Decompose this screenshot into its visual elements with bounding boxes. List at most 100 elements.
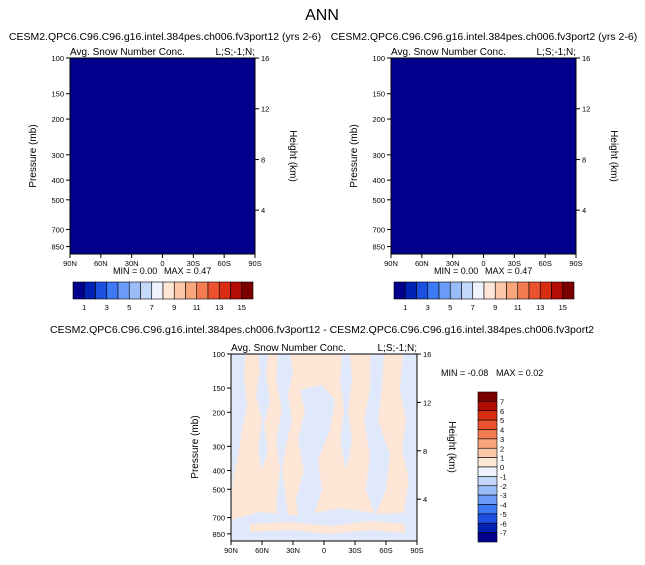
panel-2-subtitle-right: L;S;-1;N; bbox=[537, 47, 576, 58]
colorbar-label: 3 bbox=[500, 435, 504, 444]
panel-3-max: MAX = 0.02 bbox=[496, 368, 543, 378]
x-tick-label: 0 bbox=[160, 259, 164, 268]
y-right-tick-label: 8 bbox=[582, 155, 586, 164]
panel-2-ylabel: Pressure (mb) bbox=[349, 124, 360, 187]
y-tick-label: 400 bbox=[212, 467, 225, 476]
colorbar-swatch bbox=[95, 281, 108, 300]
colorbar-label: 7 bbox=[500, 397, 504, 406]
x-tick-label: 60N bbox=[94, 259, 108, 268]
colorbar-swatch bbox=[477, 457, 498, 468]
colorbar-swatch bbox=[140, 281, 153, 300]
colorbar-swatch bbox=[494, 281, 507, 300]
y-tick-label: 700 bbox=[212, 514, 225, 523]
colorbar-swatch bbox=[185, 281, 198, 300]
colorbar-label: 4 bbox=[500, 426, 504, 435]
colorbar-label: -4 bbox=[500, 501, 507, 510]
y-right-tick-label: 4 bbox=[423, 495, 427, 504]
colorbar-swatch bbox=[477, 410, 498, 421]
colorbar-swatch bbox=[477, 438, 498, 449]
x-tick-label: 90S bbox=[410, 546, 423, 555]
y-tick-label: 500 bbox=[212, 485, 225, 494]
colorbar-swatch bbox=[528, 281, 541, 300]
colorbar-label: 15 bbox=[238, 303, 246, 312]
y-tick-label: 100 bbox=[372, 54, 385, 63]
panel-3-positive-region bbox=[250, 521, 405, 534]
panel-3-min: MIN = -0.08 bbox=[441, 368, 488, 378]
colorbar-swatch bbox=[83, 281, 96, 300]
colorbar-label: 5 bbox=[500, 416, 504, 425]
colorbar-label: 15 bbox=[559, 303, 567, 312]
x-tick-label: 0 bbox=[481, 259, 485, 268]
panel-1-ylabel-right: Height (km) bbox=[287, 130, 298, 182]
colorbar-swatch bbox=[477, 447, 498, 458]
colorbar-label: 7 bbox=[471, 303, 475, 312]
x-tick-label: 30N bbox=[446, 259, 460, 268]
panel-1-field bbox=[69, 57, 256, 255]
y-right-tick-label: 12 bbox=[582, 105, 590, 114]
y-tick-label: 150 bbox=[51, 90, 64, 99]
y-tick-label: 850 bbox=[212, 530, 225, 539]
y-right-tick-label: 4 bbox=[582, 206, 586, 215]
colorbar-swatch bbox=[477, 513, 498, 524]
y-tick-label: 700 bbox=[51, 225, 64, 234]
panel-3-title: CESM2.QPC6.C96.C96.g16.intel.384pes.ch00… bbox=[50, 324, 594, 336]
panel-1-subtitle-left: Avg. Snow Number Conc. bbox=[70, 47, 185, 58]
colorbar-label: 9 bbox=[172, 303, 176, 312]
panel-3-negative-region bbox=[231, 354, 247, 500]
panel-1: CESM2.QPC6.C96.C96.g16.intel.384pes.ch00… bbox=[9, 31, 321, 312]
colorbar-swatch bbox=[128, 281, 141, 300]
colorbar-label: -7 bbox=[500, 529, 507, 538]
x-tick-label: 90N bbox=[63, 259, 77, 268]
x-tick-label: 30N bbox=[286, 546, 300, 555]
y-right-tick-label: 12 bbox=[423, 398, 431, 407]
x-tick-label: 60S bbox=[538, 259, 551, 268]
y-tick-label: 300 bbox=[372, 151, 385, 160]
colorbar-swatch bbox=[106, 281, 119, 300]
colorbar-swatch bbox=[72, 281, 85, 300]
colorbar-swatch bbox=[472, 281, 485, 300]
colorbar-label: 1 bbox=[403, 303, 407, 312]
colorbar-swatch bbox=[477, 485, 498, 496]
y-tick-label: 850 bbox=[51, 243, 64, 252]
y-tick-label: 500 bbox=[51, 196, 64, 205]
colorbar-swatch bbox=[477, 419, 498, 430]
panel-2-field bbox=[390, 57, 577, 255]
panel-2: CESM2.QPC6.C96.C96.g16.intel.384pes.ch00… bbox=[331, 31, 637, 312]
colorbar-swatch bbox=[196, 281, 209, 300]
panel-3-subtitle-right: L;S;-1;N; bbox=[378, 343, 417, 354]
x-tick-label: 60N bbox=[255, 546, 269, 555]
x-tick-label: 0 bbox=[322, 546, 326, 555]
colorbar-label: 11 bbox=[193, 303, 201, 312]
panel-1-ylabel: Pressure (mb) bbox=[28, 124, 39, 187]
colorbar-swatch bbox=[162, 281, 175, 300]
y-tick-label: 300 bbox=[212, 442, 225, 451]
colorbar-label: 5 bbox=[127, 303, 131, 312]
colorbar-swatch bbox=[404, 281, 417, 300]
colorbar-swatch bbox=[562, 281, 575, 300]
panel-1-max: MAX = 0.47 bbox=[164, 266, 211, 276]
x-tick-label: 90N bbox=[384, 259, 398, 268]
colorbar-label: 9 bbox=[493, 303, 497, 312]
panel-3-negative-region bbox=[231, 508, 417, 541]
colorbar-label: 6 bbox=[500, 407, 504, 416]
y-tick-label: 150 bbox=[372, 90, 385, 99]
panel-2-title: CESM2.QPC6.C96.C96.g16.intel.384pes.ch00… bbox=[331, 31, 637, 43]
panel-2-ylabel-right: Height (km) bbox=[608, 130, 619, 182]
panel-3-field bbox=[231, 354, 417, 541]
colorbar-swatch bbox=[218, 281, 231, 300]
y-tick-label: 400 bbox=[372, 176, 385, 185]
colorbar-swatch bbox=[477, 532, 498, 543]
colorbar-label: -1 bbox=[500, 472, 507, 481]
y-tick-label: 300 bbox=[51, 151, 64, 160]
y-right-tick-label: 8 bbox=[261, 155, 265, 164]
panel-2-subtitle-left: Avg. Snow Number Conc. bbox=[391, 47, 506, 58]
y-tick-label: 100 bbox=[212, 350, 225, 359]
colorbar-swatch bbox=[477, 504, 498, 515]
panel-3: CESM2.QPC6.C96.C96.g16.intel.384pes.ch00… bbox=[50, 324, 594, 555]
panel-3-negative-region bbox=[340, 354, 352, 470]
page-title: ANN bbox=[305, 7, 339, 24]
colorbar-swatch bbox=[416, 281, 429, 300]
panel-3-negative-region bbox=[400, 354, 417, 541]
x-tick-label: 30S bbox=[348, 546, 361, 555]
